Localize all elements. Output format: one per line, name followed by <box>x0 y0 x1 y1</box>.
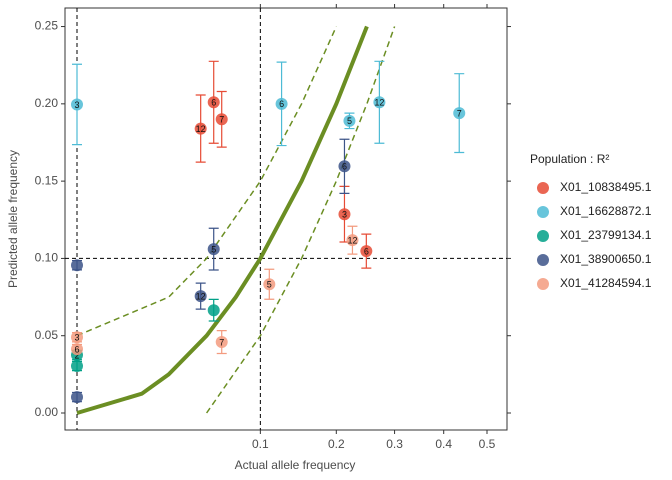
point <box>215 113 228 126</box>
y-tick-label: 0.10 <box>35 251 59 265</box>
point-label: 7 <box>219 115 224 125</box>
y-tick-label: 0.20 <box>35 96 59 110</box>
point <box>71 259 83 272</box>
point-label: 3 <box>74 333 79 343</box>
point <box>194 290 207 303</box>
point <box>215 336 228 349</box>
point-label: 5 <box>211 245 216 255</box>
y-tick-label: 0.05 <box>35 328 59 342</box>
point-label: 3 <box>74 100 79 110</box>
x-tick-label: 0.3 <box>386 437 403 451</box>
point <box>275 97 288 110</box>
point-label: 12 <box>196 292 206 302</box>
point-label: 6 <box>279 99 284 109</box>
point <box>194 122 207 135</box>
point <box>207 96 220 109</box>
x-tick-label: 0.2 <box>328 437 345 451</box>
point <box>207 304 220 317</box>
legend-swatch <box>537 254 549 266</box>
point <box>71 391 83 404</box>
point-label: 6 <box>74 345 79 355</box>
y-tick-label: 0.00 <box>35 405 59 419</box>
plot-border <box>64 7 508 431</box>
point-label: 5 <box>347 116 352 126</box>
point-label: 6 <box>342 162 347 172</box>
point <box>346 234 359 247</box>
legend-swatch <box>537 182 549 194</box>
point <box>71 343 83 356</box>
bound-curve <box>76 26 337 337</box>
point-label: 6 <box>364 247 369 257</box>
x-tick-label: 0.1 <box>252 437 269 451</box>
point <box>263 278 276 291</box>
point <box>343 114 356 127</box>
point-label: 7 <box>219 337 224 347</box>
legend-swatch <box>537 230 549 242</box>
point-label: 3 <box>342 210 347 220</box>
legend-swatch <box>537 278 549 290</box>
point-label: 7 <box>457 108 462 118</box>
point <box>207 243 220 256</box>
point <box>338 160 351 173</box>
fit-curve <box>76 25 369 415</box>
legend-label: X01_23799134.1 <box>560 228 652 242</box>
point-label: 6 <box>211 98 216 108</box>
legend-label: X01_16628872.1 <box>560 204 652 218</box>
point-label: 12 <box>196 124 206 134</box>
point-label: 5 <box>267 280 272 290</box>
point <box>360 245 373 258</box>
point <box>373 96 386 109</box>
legend-label: X01_38900650.1 <box>560 252 652 266</box>
legend-label: X01_41284594.1 <box>560 276 652 290</box>
legend-swatch <box>537 206 549 218</box>
point <box>71 360 83 373</box>
x-tick-label: 0.4 <box>435 437 452 451</box>
x-tick-label: 0.5 <box>479 437 496 451</box>
point <box>71 98 83 111</box>
point-label: 2 <box>74 350 79 360</box>
bound-curve <box>205 26 396 414</box>
point <box>71 331 83 344</box>
point <box>453 107 466 120</box>
y-tick-label: 0.15 <box>35 173 59 187</box>
point <box>338 208 351 221</box>
legend-label: X01_10838495.1 <box>560 180 652 194</box>
point-label: 12 <box>347 236 357 246</box>
y-axis-label: Predicted allele frequency <box>6 150 20 288</box>
legend-title: Population : R² <box>530 152 609 166</box>
y-tick-label: 0.25 <box>35 19 59 33</box>
x-axis-label: Actual allele frequency <box>235 458 356 472</box>
point-label: 12 <box>374 98 384 108</box>
